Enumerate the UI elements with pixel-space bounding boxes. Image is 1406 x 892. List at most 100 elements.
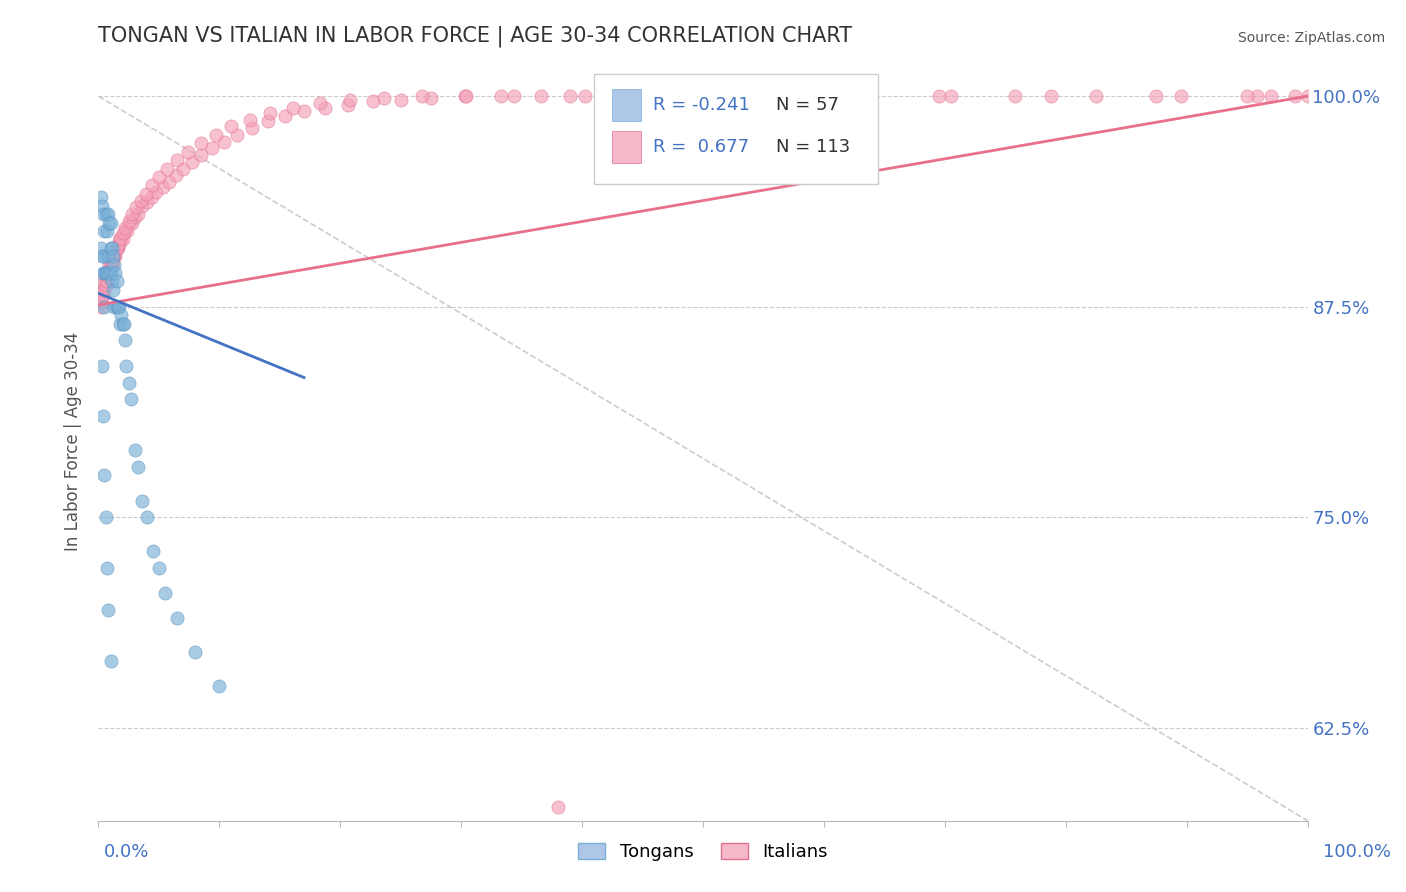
Point — [103, 249, 125, 263]
Point — [142, 544, 165, 558]
Point — [90, 241, 112, 255]
Point — [118, 214, 141, 228]
Point — [96, 266, 118, 280]
Point — [124, 211, 146, 225]
Point — [105, 241, 128, 255]
Point — [1146, 89, 1168, 103]
Point — [101, 249, 124, 263]
Point — [157, 175, 180, 189]
Point — [105, 275, 128, 289]
Point — [190, 136, 212, 151]
Point — [96, 266, 118, 280]
Point — [148, 561, 170, 575]
Point — [420, 91, 443, 105]
Point — [93, 468, 115, 483]
Point — [107, 300, 129, 314]
Point — [111, 232, 134, 246]
Point — [273, 109, 295, 123]
Point — [226, 128, 249, 142]
Text: 0.0%: 0.0% — [104, 843, 149, 861]
Point — [308, 95, 330, 110]
Text: R =  0.677: R = 0.677 — [654, 138, 749, 156]
Point — [848, 89, 870, 103]
Point — [201, 141, 224, 155]
Point — [127, 459, 149, 474]
Point — [156, 161, 179, 176]
Point — [1040, 89, 1063, 103]
Point — [620, 89, 643, 103]
Point — [97, 266, 120, 280]
Point — [91, 283, 114, 297]
Point — [100, 258, 122, 272]
Point — [110, 232, 132, 246]
Point — [454, 89, 477, 103]
Point — [221, 120, 243, 134]
Point — [96, 561, 118, 575]
Point — [129, 194, 152, 208]
Point — [107, 241, 129, 255]
Point — [96, 275, 118, 289]
Point — [93, 275, 115, 289]
Point — [97, 207, 120, 221]
Point — [1246, 89, 1268, 103]
Text: N = 113: N = 113 — [776, 138, 849, 156]
Point — [93, 266, 115, 280]
Point — [115, 359, 138, 373]
Point — [103, 300, 125, 314]
Point — [97, 249, 120, 263]
Point — [339, 93, 361, 107]
Point — [108, 230, 131, 244]
Point — [91, 207, 114, 221]
Point — [91, 294, 114, 309]
Point — [314, 101, 336, 115]
Point — [91, 249, 114, 263]
Point — [100, 654, 122, 668]
Point — [165, 169, 187, 183]
Point — [184, 645, 207, 659]
Point — [135, 186, 157, 201]
Point — [208, 679, 231, 693]
Point — [101, 283, 124, 297]
Point — [100, 241, 122, 255]
Point — [90, 300, 112, 314]
Point — [1004, 89, 1026, 103]
Point — [730, 89, 752, 103]
Point — [489, 89, 512, 103]
Point — [100, 260, 122, 275]
Point — [91, 283, 114, 297]
Text: TONGAN VS ITALIAN IN LABOR FORCE | AGE 30-34 CORRELATION CHART: TONGAN VS ITALIAN IN LABOR FORCE | AGE 3… — [98, 26, 852, 47]
Point — [928, 89, 950, 103]
Point — [120, 392, 142, 407]
Point — [454, 89, 477, 103]
Bar — [613, 89, 641, 120]
Point — [131, 493, 153, 508]
Point — [574, 89, 596, 103]
Point — [672, 89, 695, 103]
Point — [107, 237, 129, 252]
Point — [259, 106, 281, 120]
Point — [180, 154, 202, 169]
Point — [256, 114, 278, 128]
Point — [93, 224, 115, 238]
Point — [100, 215, 122, 229]
Point — [131, 199, 153, 213]
Point — [240, 121, 263, 136]
Point — [790, 89, 813, 103]
Point — [93, 283, 115, 297]
Text: R = -0.241: R = -0.241 — [654, 96, 751, 114]
Point — [212, 135, 235, 149]
Point — [98, 266, 121, 280]
Point — [619, 89, 641, 103]
Point — [1085, 89, 1108, 103]
Point — [94, 277, 117, 292]
Point — [177, 145, 200, 159]
Point — [547, 800, 569, 814]
Point — [117, 224, 139, 238]
Point — [94, 207, 117, 221]
Point — [100, 266, 122, 280]
Point — [90, 190, 112, 204]
Point — [91, 359, 114, 373]
Point — [1284, 89, 1306, 103]
Point — [166, 153, 188, 168]
Point — [856, 89, 879, 103]
